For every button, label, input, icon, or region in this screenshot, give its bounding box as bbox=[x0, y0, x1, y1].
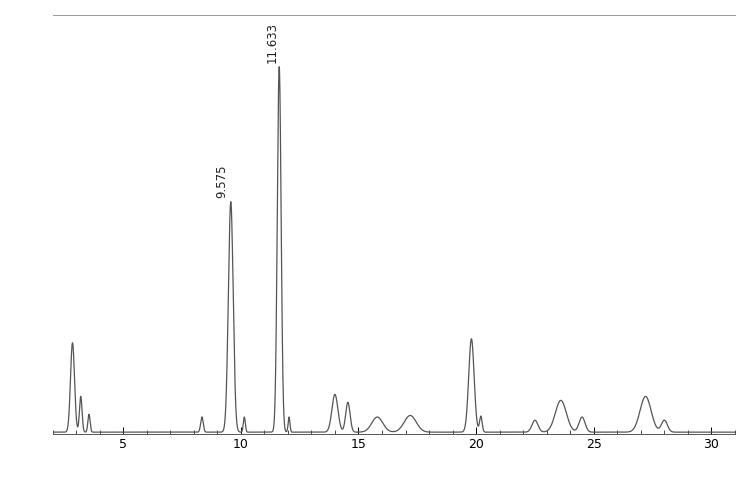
Text: 9.575: 9.575 bbox=[215, 164, 228, 198]
Text: 11.633: 11.633 bbox=[266, 21, 279, 63]
